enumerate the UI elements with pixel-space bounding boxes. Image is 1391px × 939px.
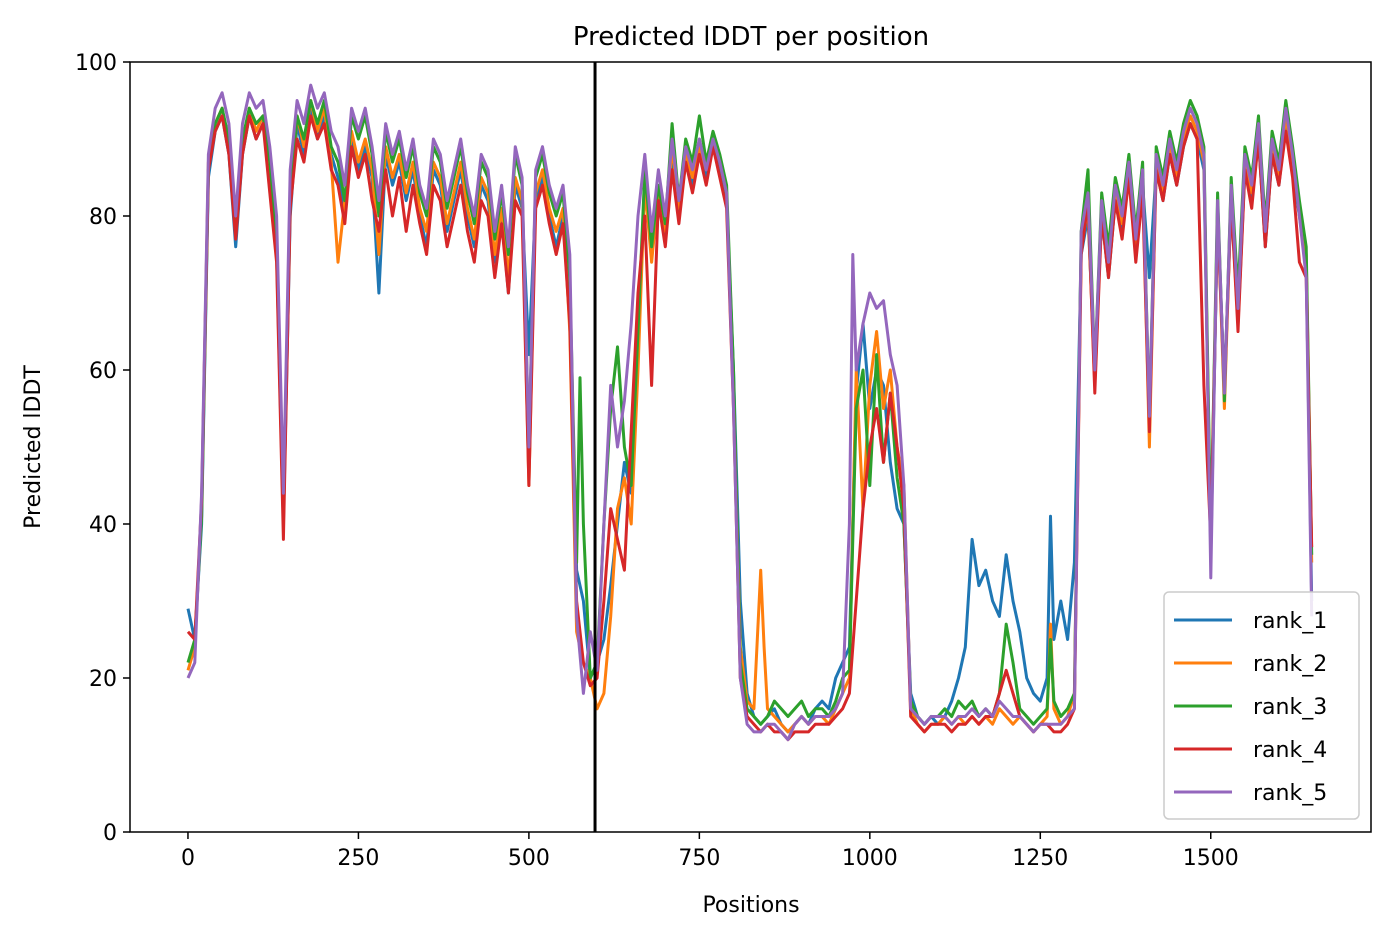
legend-box bbox=[1163, 591, 1360, 820]
y-tick-label: 100 bbox=[75, 51, 117, 76]
series-line-rank-5 bbox=[186, 83, 1314, 742]
y-tick-label: 40 bbox=[89, 513, 117, 538]
legend-label-rank-3: rank_3 bbox=[1253, 695, 1327, 720]
x-tick-label: 750 bbox=[678, 846, 720, 871]
legend: rank_1 rank_2 rank_3 rank_4 rank_5 bbox=[1163, 591, 1360, 820]
y-tick-label: 60 bbox=[89, 359, 117, 384]
x-tick-label: 1250 bbox=[1012, 846, 1068, 871]
x-tick-label: 1000 bbox=[842, 846, 898, 871]
legend-label-rank-4: rank_4 bbox=[1253, 738, 1327, 763]
plot-frame bbox=[129, 61, 1372, 833]
y-tick-label: 80 bbox=[89, 205, 117, 230]
x-tick-label: 250 bbox=[337, 846, 379, 871]
legend-label-rank-1: rank_1 bbox=[1253, 609, 1327, 634]
chart-title: Predicted lDDT per position bbox=[573, 22, 929, 52]
x-tick-label: 1500 bbox=[1183, 846, 1239, 871]
y-axis-title: Predicted lDDT bbox=[21, 365, 46, 529]
y-tick-label: 0 bbox=[103, 821, 117, 846]
y-tick-label: 20 bbox=[89, 667, 117, 692]
legend-label-rank-5: rank_5 bbox=[1253, 781, 1327, 806]
axes: 0 250 500 750 1000 1250 1500 0 20 40 60 80 100 bbox=[75, 51, 1372, 871]
series-line-rank-4 bbox=[186, 114, 1314, 742]
series-layer bbox=[186, 83, 1314, 742]
x-tick-label: 500 bbox=[508, 846, 550, 871]
legend-label-rank-2: rank_2 bbox=[1253, 652, 1327, 677]
x-tick-label: 0 bbox=[181, 846, 195, 871]
x-axis-title: Positions bbox=[702, 893, 799, 918]
